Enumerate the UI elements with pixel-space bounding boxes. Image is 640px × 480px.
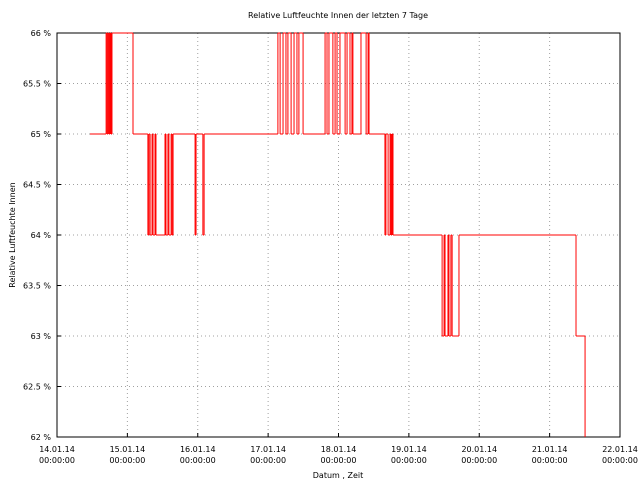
x-tick-label: 00:00:00 — [602, 456, 638, 465]
y-tick-label: 66 % — [31, 29, 52, 38]
y-tick-label: 64.5 % — [23, 181, 51, 190]
x-tick-label: 17.01.14 — [250, 445, 286, 454]
y-tick-label: 64 % — [31, 231, 52, 240]
y-tick-label: 65.5 % — [23, 80, 51, 89]
x-tick-label: 00:00:00 — [321, 456, 357, 465]
x-tick-label: 19.01.14 — [391, 445, 427, 454]
plot-border — [56, 32, 621, 438]
y-tick-label: 62 % — [31, 433, 52, 442]
x-tick-label: 22.01.14 — [602, 445, 638, 454]
x-tick-label: 18.01.14 — [321, 445, 357, 454]
x-tick-label: 00:00:00 — [250, 456, 286, 465]
y-tick-label: 62.5 % — [23, 383, 51, 392]
y-tick-label: 65 % — [31, 130, 52, 139]
x-tick-label: 00:00:00 — [461, 456, 497, 465]
x-tick-label: 00:00:00 — [39, 456, 75, 465]
x-tick-label: 00:00:00 — [391, 456, 427, 465]
x-tick-label: 00:00:00 — [109, 456, 145, 465]
x-axis-label: Datum , Zeit — [313, 471, 363, 480]
y-tick-label: 63.5 % — [23, 282, 51, 291]
x-tick-label: 14.01.14 — [39, 445, 75, 454]
x-tick-label: 20.01.14 — [461, 445, 497, 454]
y-tick-label: 63 % — [31, 332, 52, 341]
x-tick-label: 00:00:00 — [180, 456, 216, 465]
x-tick-label: 15.01.14 — [110, 445, 146, 454]
y-axis-label: Relative Luftfeuchte Innen — [8, 182, 17, 287]
chart-title: Relative Luftfeuchte Innen der letzten 7… — [248, 11, 428, 20]
x-tick-label: 16.01.14 — [180, 445, 216, 454]
x-tick-label: 00:00:00 — [532, 456, 568, 465]
x-tick-label: 21.01.14 — [532, 445, 568, 454]
